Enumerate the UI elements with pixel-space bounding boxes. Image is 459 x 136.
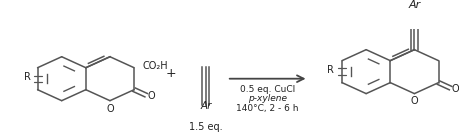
Text: 1.5 eq.: 1.5 eq. (189, 122, 222, 132)
Text: p-xylene: p-xylene (247, 94, 286, 103)
Text: O: O (147, 91, 155, 101)
Text: R: R (24, 72, 31, 82)
Text: O: O (106, 104, 113, 114)
Text: R: R (326, 65, 333, 75)
Text: Ar: Ar (200, 101, 211, 111)
Text: O: O (410, 96, 417, 106)
Text: CO₂H: CO₂H (142, 61, 167, 71)
Text: O: O (451, 84, 459, 94)
Text: +: + (165, 67, 176, 80)
Text: 140°C, 2 - 6 h: 140°C, 2 - 6 h (236, 104, 298, 113)
Text: Ar: Ar (408, 0, 420, 10)
Text: 0.5 eq. CuCl: 0.5 eq. CuCl (240, 85, 295, 94)
